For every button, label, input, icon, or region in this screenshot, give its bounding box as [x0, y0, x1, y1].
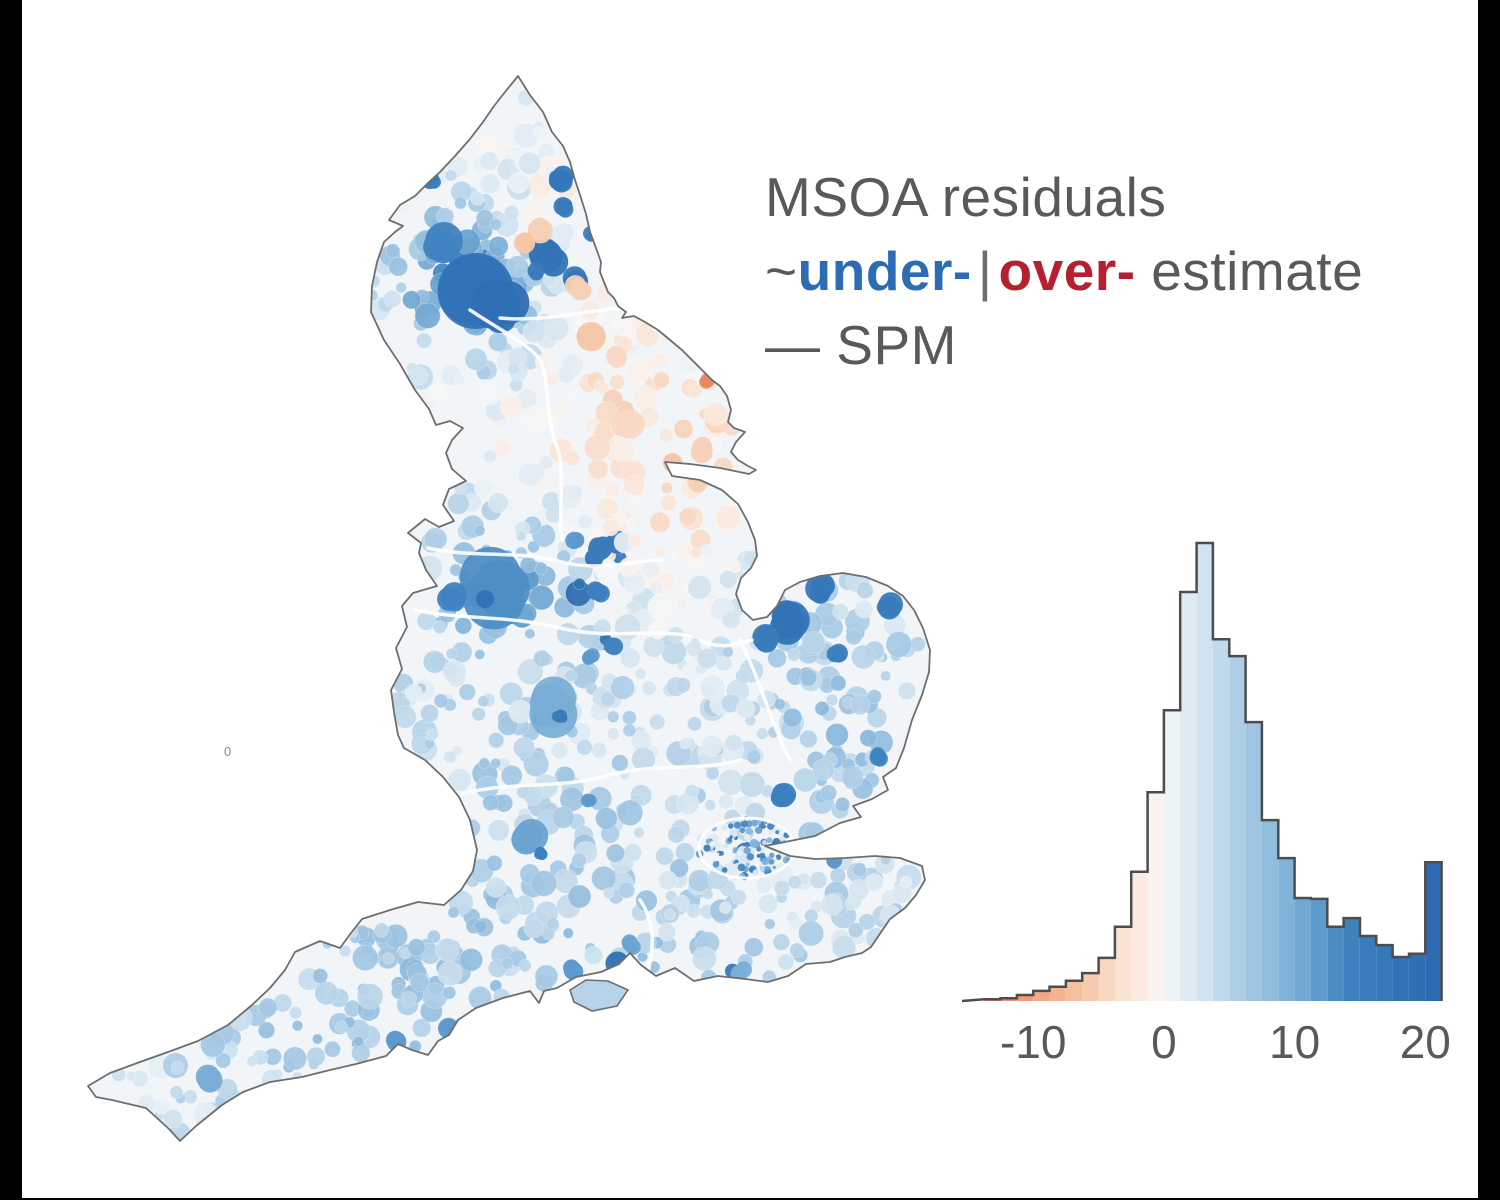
- chart-title: MSOA residuals ~under- | over- estimate — …: [765, 160, 1445, 382]
- estimate-word: estimate: [1135, 240, 1364, 302]
- x-tick-10: 10: [1269, 1016, 1320, 1068]
- cluster-pennine-towns: [565, 531, 585, 550]
- cluster-tyneside-1: [548, 165, 574, 193]
- cluster-nottingham: [603, 637, 624, 656]
- cluster-bournemouth: [563, 959, 584, 981]
- cluster-tyne-west-dot: [527, 262, 545, 281]
- right-black-pillar: [1478, 0, 1500, 1200]
- cluster-cumbria-north: [423, 222, 463, 264]
- histogram-step-outline: [961, 541, 1443, 1003]
- x-tick--10: -10: [1000, 1016, 1066, 1068]
- cluster-durham-orange-2: [576, 322, 606, 352]
- cluster-norfolk-mid-dot: [826, 643, 848, 663]
- cluster-north-yorks-orange: [605, 345, 627, 368]
- cluster-leeds-bradford: [588, 536, 614, 561]
- cluster-liverpool: [437, 582, 467, 612]
- cluster-sheffield: [586, 581, 610, 603]
- cluster-west-norfolk-dark: [805, 573, 836, 604]
- histogram-bars: [984, 543, 1442, 1001]
- title-line-2: ~under- | over- estimate: [765, 234, 1445, 308]
- x-tick-20: 20: [1400, 1016, 1451, 1068]
- cluster-bristol-bath: [511, 818, 549, 855]
- x-tick-0: 0: [1151, 1016, 1177, 1068]
- cluster-chelmsford-dark: [770, 782, 797, 808]
- stray-zero-label: 0: [224, 744, 232, 759]
- cluster-northumberland-orange-1: [527, 217, 553, 244]
- cluster-hull-orange-north: [690, 436, 713, 464]
- cluster-northumberland-orange-2: [514, 232, 536, 254]
- isle-of-wight: [569, 979, 630, 1012]
- residuals-histogram: -10 0 10 20: [961, 541, 1451, 1068]
- cluster-birmingham-dark-dot: [551, 709, 568, 723]
- left-black-pillar: [0, 0, 22, 1200]
- cluster-london-fine-speckle: [695, 815, 791, 881]
- separator-bar: |: [977, 240, 993, 302]
- england-choropleth-map: [87, 75, 931, 1142]
- cluster-cromer-dark: [876, 592, 903, 620]
- cluster-durham-orange-1: [564, 275, 592, 301]
- title-line-1: MSOA residuals: [765, 166, 1167, 228]
- over-estimate-word: over-: [998, 240, 1136, 302]
- tilde-prefix: ~: [765, 240, 798, 302]
- cluster-derby: [581, 648, 600, 665]
- cluster-fens-dark-2: [752, 624, 780, 653]
- bottom-black-edge: [0, 1198, 1500, 1200]
- cluster-bath-dark-dot: [534, 846, 548, 861]
- region-boundary-lines: [413, 306, 797, 977]
- cluster-camborne-cornwall: [195, 1064, 223, 1093]
- cluster-southampton: [621, 934, 641, 955]
- cluster-ipswich-dot: [869, 747, 888, 767]
- under-estimate-word: under-: [797, 240, 972, 302]
- cluster-birmingham: [529, 676, 578, 739]
- cluster-manchester-dark-dot: [475, 590, 495, 609]
- cluster-tyneside-3: [528, 237, 569, 277]
- histogram-x-axis-tick-labels: -10 0 10 20: [1000, 1016, 1451, 1068]
- cluster-yorks-coast-orange: [610, 409, 645, 439]
- cluster-tyneside-2: [553, 197, 574, 218]
- cluster-swindon-dot: [580, 793, 597, 808]
- title-line-3: — SPM: [765, 314, 957, 376]
